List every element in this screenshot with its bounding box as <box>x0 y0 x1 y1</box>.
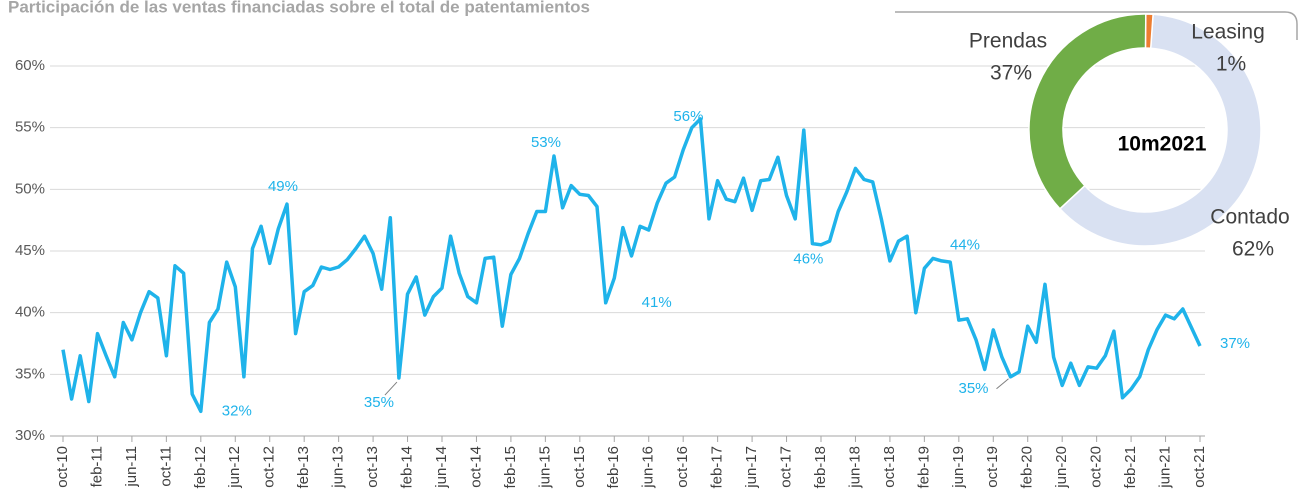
data-label: 32% <box>222 402 252 419</box>
x-tick-label: oct-18 <box>881 446 898 488</box>
data-label: 46% <box>793 251 823 268</box>
data-label: 37% <box>1220 335 1250 352</box>
donut-value-label: 37% <box>990 62 1032 85</box>
x-tick-label: jun-21 <box>1157 446 1174 489</box>
data-label: 53% <box>531 134 561 151</box>
x-tick-label: oct-10 <box>54 446 71 488</box>
donut-category-label: Leasing <box>1191 21 1265 44</box>
x-tick-label: jun-16 <box>640 446 657 489</box>
data-label: 44% <box>950 236 980 253</box>
donut-category-label: Prendas <box>969 30 1047 53</box>
chart-title: Participación de las ventas financiadas … <box>8 0 590 16</box>
x-tick-label: jun-12 <box>226 446 243 489</box>
x-tick-label: jun-17 <box>743 446 760 489</box>
x-tick-label: feb-13 <box>295 446 312 489</box>
donut-center-label: 10m2021 <box>1118 133 1207 156</box>
donut-value-label: 62% <box>1232 238 1274 261</box>
x-tick-label: feb-14 <box>399 446 416 489</box>
x-tick-label: oct-16 <box>674 446 691 488</box>
data-label: 35% <box>958 380 988 397</box>
x-tick-label: oct-14 <box>467 446 484 488</box>
leader-line <box>996 378 1009 390</box>
donut-slice <box>1028 13 1147 210</box>
x-tick-label: oct-20 <box>1088 446 1105 488</box>
x-tick-label: jun-18 <box>846 446 863 489</box>
x-tick-label: feb-16 <box>605 446 622 489</box>
donut-slice <box>1144 13 1154 50</box>
y-tick-label: 55% <box>15 119 45 136</box>
x-tick-label: feb-20 <box>1019 446 1036 489</box>
data-label: 35% <box>364 394 394 411</box>
x-tick-label: feb-21 <box>1122 446 1139 489</box>
donut-slice <box>1058 13 1262 247</box>
x-tick-label: jun-20 <box>1053 446 1070 489</box>
y-tick-label: 35% <box>15 365 45 382</box>
donut-value-label: 1% <box>1216 53 1246 76</box>
x-tick-label: oct-17 <box>778 446 795 488</box>
x-tick-label: oct-12 <box>261 446 278 488</box>
x-tick-label: oct-11 <box>157 446 174 487</box>
x-tick-label: feb-11 <box>88 446 105 487</box>
x-tick-label: feb-15 <box>502 446 519 489</box>
x-tick-label: oct-15 <box>571 446 588 488</box>
x-tick-label: jun-13 <box>330 446 347 489</box>
data-label: 41% <box>642 294 672 311</box>
x-tick-label: feb-18 <box>812 446 829 489</box>
x-tick-label: jun-14 <box>433 446 450 489</box>
x-tick-label: oct-19 <box>984 446 1001 488</box>
x-tick-label: feb-17 <box>709 446 726 489</box>
x-tick-label: feb-12 <box>192 446 209 489</box>
x-tick-label: jun-19 <box>950 446 967 489</box>
leader-line <box>384 381 398 396</box>
x-tick-label: jun-11 <box>123 446 140 488</box>
y-tick-label: 60% <box>15 57 45 74</box>
data-label: 49% <box>268 178 298 195</box>
x-tick-label: jun-15 <box>536 446 553 489</box>
y-tick-label: 40% <box>15 304 45 321</box>
x-tick-label: oct-21 <box>1191 446 1208 488</box>
y-tick-label: 30% <box>15 427 45 444</box>
x-tick-label: oct-13 <box>364 446 381 488</box>
data-label: 56% <box>673 108 703 125</box>
y-tick-label: 45% <box>15 242 45 259</box>
data-line <box>61 117 1202 414</box>
donut-category-label: Contado <box>1210 206 1289 229</box>
y-tick-label: 50% <box>15 180 45 197</box>
x-tick-label: feb-19 <box>915 446 932 489</box>
frame-line <box>895 11 1298 40</box>
